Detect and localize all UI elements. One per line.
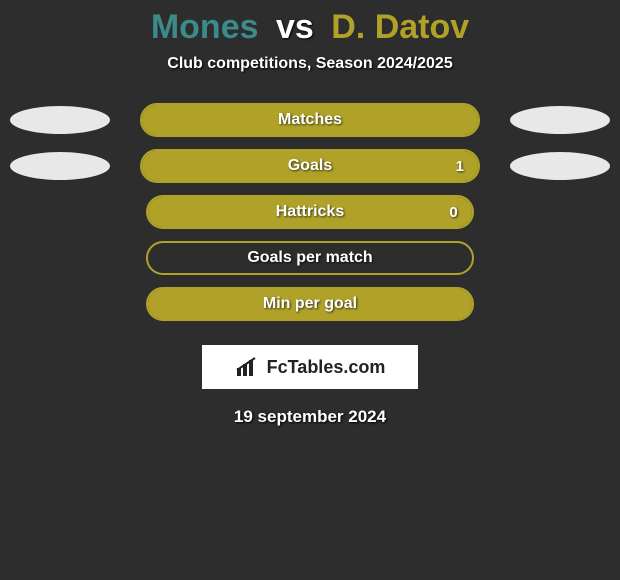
right-spacer — [514, 198, 610, 226]
bar-label: Goals — [142, 157, 478, 175]
left-spacer — [10, 244, 106, 272]
left-blob — [10, 106, 110, 134]
stat-rows: Matches Goals1 Hattricks0 Goals per match Mi… — [0, 103, 620, 321]
bar-label: Min per goal — [148, 295, 471, 313]
left-blob — [10, 152, 110, 180]
footer-brand-text: FcTables.com — [267, 357, 386, 378]
player1-name: Mones — [151, 8, 259, 46]
bar-label: Hattricks — [148, 203, 471, 221]
page-title: Mones vs D. Datov — [0, 8, 620, 47]
bar-value-right: 1 — [456, 158, 464, 175]
bar-label: Goals per match — [148, 249, 471, 267]
stat-row: Goals per match — [0, 241, 620, 275]
date-text: 19 september 2024 — [0, 407, 620, 427]
stat-row: Goals1 — [0, 149, 620, 183]
right-blob — [510, 152, 610, 180]
right-spacer — [514, 290, 610, 318]
player2-name: D. Datov — [331, 8, 469, 46]
stat-bar: Goals per match — [146, 241, 473, 275]
subtitle: Club competitions, Season 2024/2025 — [0, 55, 620, 73]
chart-icon — [235, 356, 261, 378]
footer-logo[interactable]: FcTables.com — [202, 345, 418, 389]
right-spacer — [514, 244, 610, 272]
stat-bar: Hattricks0 — [146, 195, 473, 229]
bar-label: Matches — [142, 111, 478, 129]
vs-text: vs — [276, 8, 314, 46]
stat-row: Matches — [0, 103, 620, 137]
comparison-container: Mones vs D. Datov Club competitions, Sea… — [0, 0, 620, 427]
stat-bar: Min per goal — [146, 287, 473, 321]
left-spacer — [10, 198, 106, 226]
bar-value-right: 0 — [449, 204, 457, 221]
stat-bar: Matches — [140, 103, 480, 137]
left-spacer — [10, 290, 106, 318]
stat-row: Min per goal — [0, 287, 620, 321]
stat-row: Hattricks0 — [0, 195, 620, 229]
stat-bar: Goals1 — [140, 149, 480, 183]
right-blob — [510, 106, 610, 134]
